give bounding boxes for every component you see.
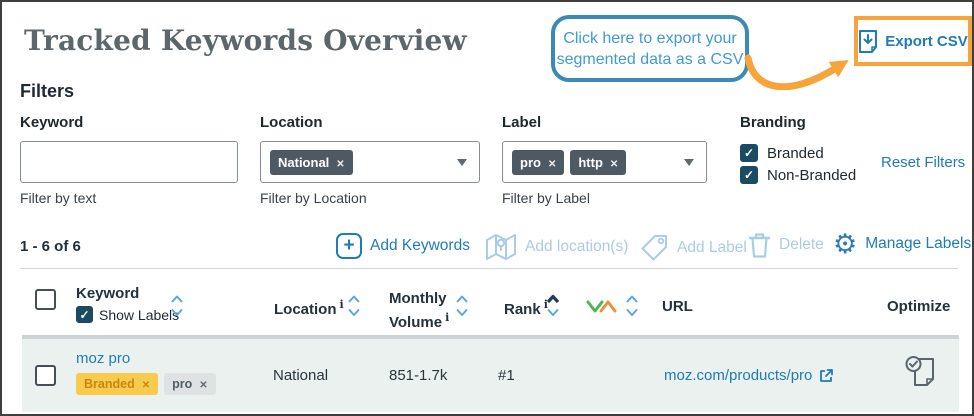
rank-header-text: Rank	[504, 301, 541, 318]
callout-text-line1: Click here to export your	[563, 29, 737, 47]
label-filter-select[interactable]: pro http	[502, 141, 707, 183]
branded-chip-text: Branded	[84, 377, 135, 391]
branded-checkbox[interactable]	[740, 144, 758, 162]
non-branded-checkbox-label: Non-Branded	[767, 166, 857, 184]
remove-chip-icon[interactable]	[135, 377, 150, 391]
callout-arrow-icon	[744, 54, 849, 91]
manage-labels-button[interactable]: ⚙ Manage Labels	[833, 229, 972, 259]
remove-chip-icon[interactable]	[603, 155, 618, 170]
add-label-button[interactable]: Add Label	[640, 234, 747, 261]
add-locations-button[interactable]: Add location(s)	[485, 232, 628, 262]
toolbar-divider	[20, 268, 958, 269]
export-csv-label: Export CSV	[885, 32, 968, 50]
add-keywords-label: Add Keywords	[370, 237, 470, 254]
chevron-down-icon	[684, 158, 694, 166]
export-csv-button[interactable]: Export CSV	[858, 29, 968, 54]
external-link-icon[interactable]	[819, 368, 834, 383]
remove-chip-icon[interactable]	[541, 155, 556, 170]
optimize-page-icon	[905, 356, 934, 386]
trash-icon	[748, 233, 771, 258]
tag-icon	[641, 235, 667, 261]
branded-checkbox-row: Branded	[740, 144, 824, 162]
add-label-label: Add Label	[677, 238, 747, 256]
location-chip[interactable]: National	[270, 149, 353, 175]
pro-label-chip[interactable]: pro	[164, 373, 216, 395]
row-checkbox[interactable]	[35, 365, 56, 386]
non-branded-checkbox-row: Non-Branded	[740, 166, 856, 184]
column-header-location[interactable]: Location i	[274, 298, 344, 318]
label-chip-http-text: http	[578, 154, 603, 170]
row-url-link[interactable]: moz.com/products/pro	[664, 367, 813, 384]
show-labels-label: Show Labels	[99, 307, 180, 323]
column-header-url[interactable]: URL	[662, 298, 693, 315]
keyword-label-chips: Branded pro	[76, 373, 216, 395]
column-header-keyword[interactable]: Keyword	[76, 285, 140, 302]
label-chip-pro[interactable]: pro	[512, 149, 565, 175]
row-location: National	[273, 367, 329, 384]
reset-filters-link[interactable]: Reset Filters	[881, 154, 966, 171]
select-all-checkbox[interactable]	[35, 289, 56, 310]
result-count: 1 - 6 of 6	[20, 238, 81, 255]
optimize-page-button[interactable]	[903, 353, 937, 392]
info-icon: i	[543, 298, 548, 311]
label-chip-http[interactable]: http	[570, 149, 627, 175]
branded-checkbox-label: Branded	[767, 144, 824, 162]
delete-button[interactable]: Delete	[748, 231, 824, 259]
header-separator	[22, 335, 959, 339]
keyword-link[interactable]: moz pro	[76, 350, 131, 367]
info-icon: i	[339, 298, 344, 311]
row-monthly-volume: 851-1.7k	[389, 367, 448, 384]
sort-icon-keyword[interactable]	[169, 293, 185, 319]
chevron-down-icon	[457, 158, 467, 166]
add-keywords-button[interactable]: Add Keywords	[336, 233, 470, 259]
location-filter-hint: Filter by Location	[260, 190, 367, 206]
info-icon: i	[445, 311, 450, 324]
column-header-monthly-volume[interactable]: Monthly Volume i	[389, 289, 453, 332]
label-filter-hint: Filter by Label	[502, 190, 590, 206]
remove-chip-icon[interactable]	[192, 377, 207, 391]
keyword-filter-hint: Filter by text	[20, 190, 97, 206]
branded-label-chip[interactable]: Branded	[76, 373, 159, 395]
keyword-filter-input[interactable]	[20, 141, 238, 183]
column-header-rank[interactable]: Rank i	[504, 298, 548, 318]
pro-chip-text: pro	[172, 377, 193, 391]
branding-filter-label: Branding	[740, 114, 806, 131]
add-locations-label: Add location(s)	[525, 238, 629, 255]
monthly-volume-header-text: Monthly Volume	[389, 290, 447, 331]
rank-trend-icon	[586, 300, 617, 313]
location-filter-select[interactable]: National	[260, 141, 480, 183]
row-url-cell: moz.com/products/pro	[664, 367, 834, 384]
callout-text-line2: segmented data as a CSV	[556, 50, 744, 68]
download-file-icon	[859, 29, 878, 53]
row-rank: #1	[498, 367, 515, 384]
gear-icon: ⚙	[833, 229, 858, 259]
export-csv-highlight-box: Export CSV	[854, 16, 972, 66]
location-filter-label: Location	[260, 114, 323, 131]
remove-chip-icon[interactable]	[329, 155, 344, 170]
label-chip-pro-text: pro	[520, 154, 541, 170]
label-filter-label: Label	[502, 114, 542, 131]
keyword-filter-label: Keyword	[20, 114, 84, 131]
map-icon	[486, 234, 516, 260]
sort-icon-trend[interactable]	[624, 293, 640, 319]
sort-icon-rank-active[interactable]	[545, 293, 561, 319]
column-header-optimize: Optimize	[887, 298, 951, 315]
location-header-text: Location	[274, 301, 337, 318]
export-callout-tooltip: Click here to export your segmented data…	[551, 15, 749, 82]
plus-icon	[336, 233, 362, 259]
non-branded-checkbox[interactable]	[740, 166, 758, 184]
delete-label: Delete	[779, 236, 824, 253]
filters-heading: Filters	[20, 81, 75, 101]
manage-labels-label: Manage Labels	[865, 235, 972, 252]
sort-icon-location[interactable]	[346, 293, 362, 319]
location-chip-text: National	[278, 154, 330, 170]
sort-icon-monthly-volume[interactable]	[454, 293, 470, 319]
page-title: Tracked Keywords Overview	[24, 24, 467, 57]
show-labels-checkbox[interactable]	[76, 306, 93, 323]
